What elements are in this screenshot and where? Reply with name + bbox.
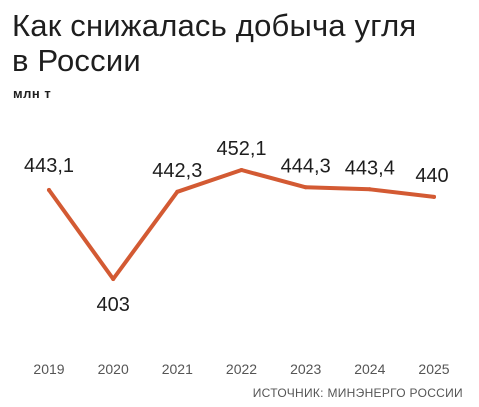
data-point-2025 — [432, 194, 436, 199]
series-layer — [47, 168, 436, 281]
data-label-2019: 443,1 — [24, 155, 74, 177]
x-tick-2025: 2025 — [418, 361, 449, 377]
series-line — [47, 168, 436, 281]
data-label-layer: 443,1 403 442,3 452,1 444,3 443,4 440 — [24, 138, 449, 316]
title-line-2: в России — [12, 43, 141, 78]
x-tick-2019: 2019 — [33, 361, 64, 377]
data-point-2022 — [239, 168, 244, 172]
title-line-1: Как снижалась добыча угля — [12, 8, 417, 43]
data-point-2021 — [175, 189, 180, 194]
data-point-2020 — [111, 277, 116, 281]
x-tick-2021: 2021 — [162, 361, 193, 377]
data-point-2024 — [367, 187, 372, 192]
x-axis-ticks: 2019 2020 2021 2022 2023 2024 2025 — [33, 361, 449, 377]
x-tick-2022: 2022 — [226, 361, 257, 377]
data-label-2024: 443,4 — [345, 157, 395, 179]
chart-title: Как снижалась добыча угля в России — [12, 8, 416, 78]
data-point-2023 — [303, 185, 308, 190]
x-tick-2023: 2023 — [290, 361, 321, 377]
data-label-2020: 403 — [97, 294, 130, 316]
x-tick-2024: 2024 — [354, 361, 385, 377]
data-label-2021: 442,3 — [152, 160, 202, 182]
data-label-2025: 440 — [415, 165, 448, 187]
data-label-2023: 444,3 — [281, 155, 331, 177]
data-label-2022: 452,1 — [216, 138, 266, 160]
x-tick-2020: 2020 — [98, 361, 129, 377]
unit-label: млн т — [13, 86, 52, 101]
source-note: ИСТОЧНИК: МИНЭНЕРГО РОССИИ — [252, 386, 463, 400]
data-point-2019 — [47, 188, 51, 192]
